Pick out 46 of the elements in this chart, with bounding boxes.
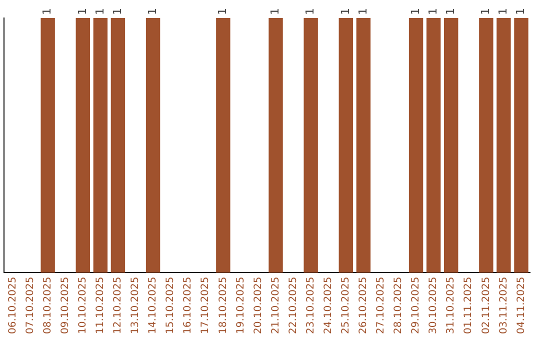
data-label: 1 bbox=[444, 8, 457, 15]
x-tick-label: 13.10.2025 bbox=[130, 276, 142, 334]
x-tick-label: 30.10.2025 bbox=[428, 276, 440, 334]
data-label: 1 bbox=[304, 8, 317, 15]
data-label: 1 bbox=[268, 8, 282, 15]
data-label: 1 bbox=[514, 8, 528, 15]
data-label: 1 bbox=[496, 8, 510, 15]
x-tick-label: 07.10.2025 bbox=[24, 276, 36, 334]
x-tick-label: 25.10.2025 bbox=[340, 276, 352, 334]
x-tick-label: 10.10.2025 bbox=[77, 276, 88, 334]
data-label: 1 bbox=[40, 8, 54, 15]
x-tick-label: 17.10.2025 bbox=[200, 276, 212, 334]
x-tick-label: 26.10.2025 bbox=[358, 276, 370, 334]
x-tick-label: 16.10.2025 bbox=[182, 276, 194, 334]
x-tick-label: 29.10.2025 bbox=[410, 276, 422, 334]
x-tick-label: 24.10.2025 bbox=[322, 276, 334, 334]
x-tick-label: 12.10.2025 bbox=[112, 276, 124, 334]
x-tick-label: 22.10.2025 bbox=[288, 276, 299, 334]
x-tick-label: 11.10.2025 bbox=[95, 276, 106, 334]
x-tick-label: 14.10.2025 bbox=[148, 276, 159, 334]
data-label: 1 bbox=[146, 8, 159, 15]
x-tick-label: 23.10.2025 bbox=[305, 276, 316, 334]
data-label: 1 bbox=[76, 8, 89, 15]
x-tick-label: 21.10.2025 bbox=[270, 276, 282, 334]
data-label: 1 bbox=[408, 8, 422, 15]
x-tick-label: 09.10.2025 bbox=[60, 276, 71, 334]
x-tick-label: 02.11.2025 bbox=[480, 276, 492, 334]
x-tick-label: 01.11.2025 bbox=[463, 276, 474, 334]
data-label: 1 bbox=[110, 8, 124, 15]
x-tick-label: 08.10.2025 bbox=[42, 276, 54, 334]
x-tick-label: 18.10.2025 bbox=[218, 276, 229, 334]
x-tick-label: 20.10.2025 bbox=[252, 276, 264, 334]
x-tick-label: 27.10.2025 bbox=[376, 276, 387, 334]
x-tick-label: 19.10.2025 bbox=[235, 276, 246, 334]
data-label: 1 bbox=[426, 8, 440, 15]
data-label: 1 bbox=[93, 8, 106, 15]
x-tick-label: 06.10.2025 bbox=[7, 276, 18, 334]
data-label: 1 bbox=[216, 8, 230, 15]
x-tick-label: 15.10.2025 bbox=[165, 276, 176, 334]
x-tick-label: 31.10.2025 bbox=[446, 276, 457, 334]
data-label: 1 bbox=[479, 8, 492, 15]
data-label: 1 bbox=[356, 8, 370, 15]
x-tick-label: 28.10.2025 bbox=[393, 276, 404, 334]
x-tick-label: 03.11.2025 bbox=[498, 276, 510, 334]
data-label: 1 bbox=[338, 8, 352, 15]
x-tick-label: 04.11.2025 bbox=[516, 276, 527, 334]
